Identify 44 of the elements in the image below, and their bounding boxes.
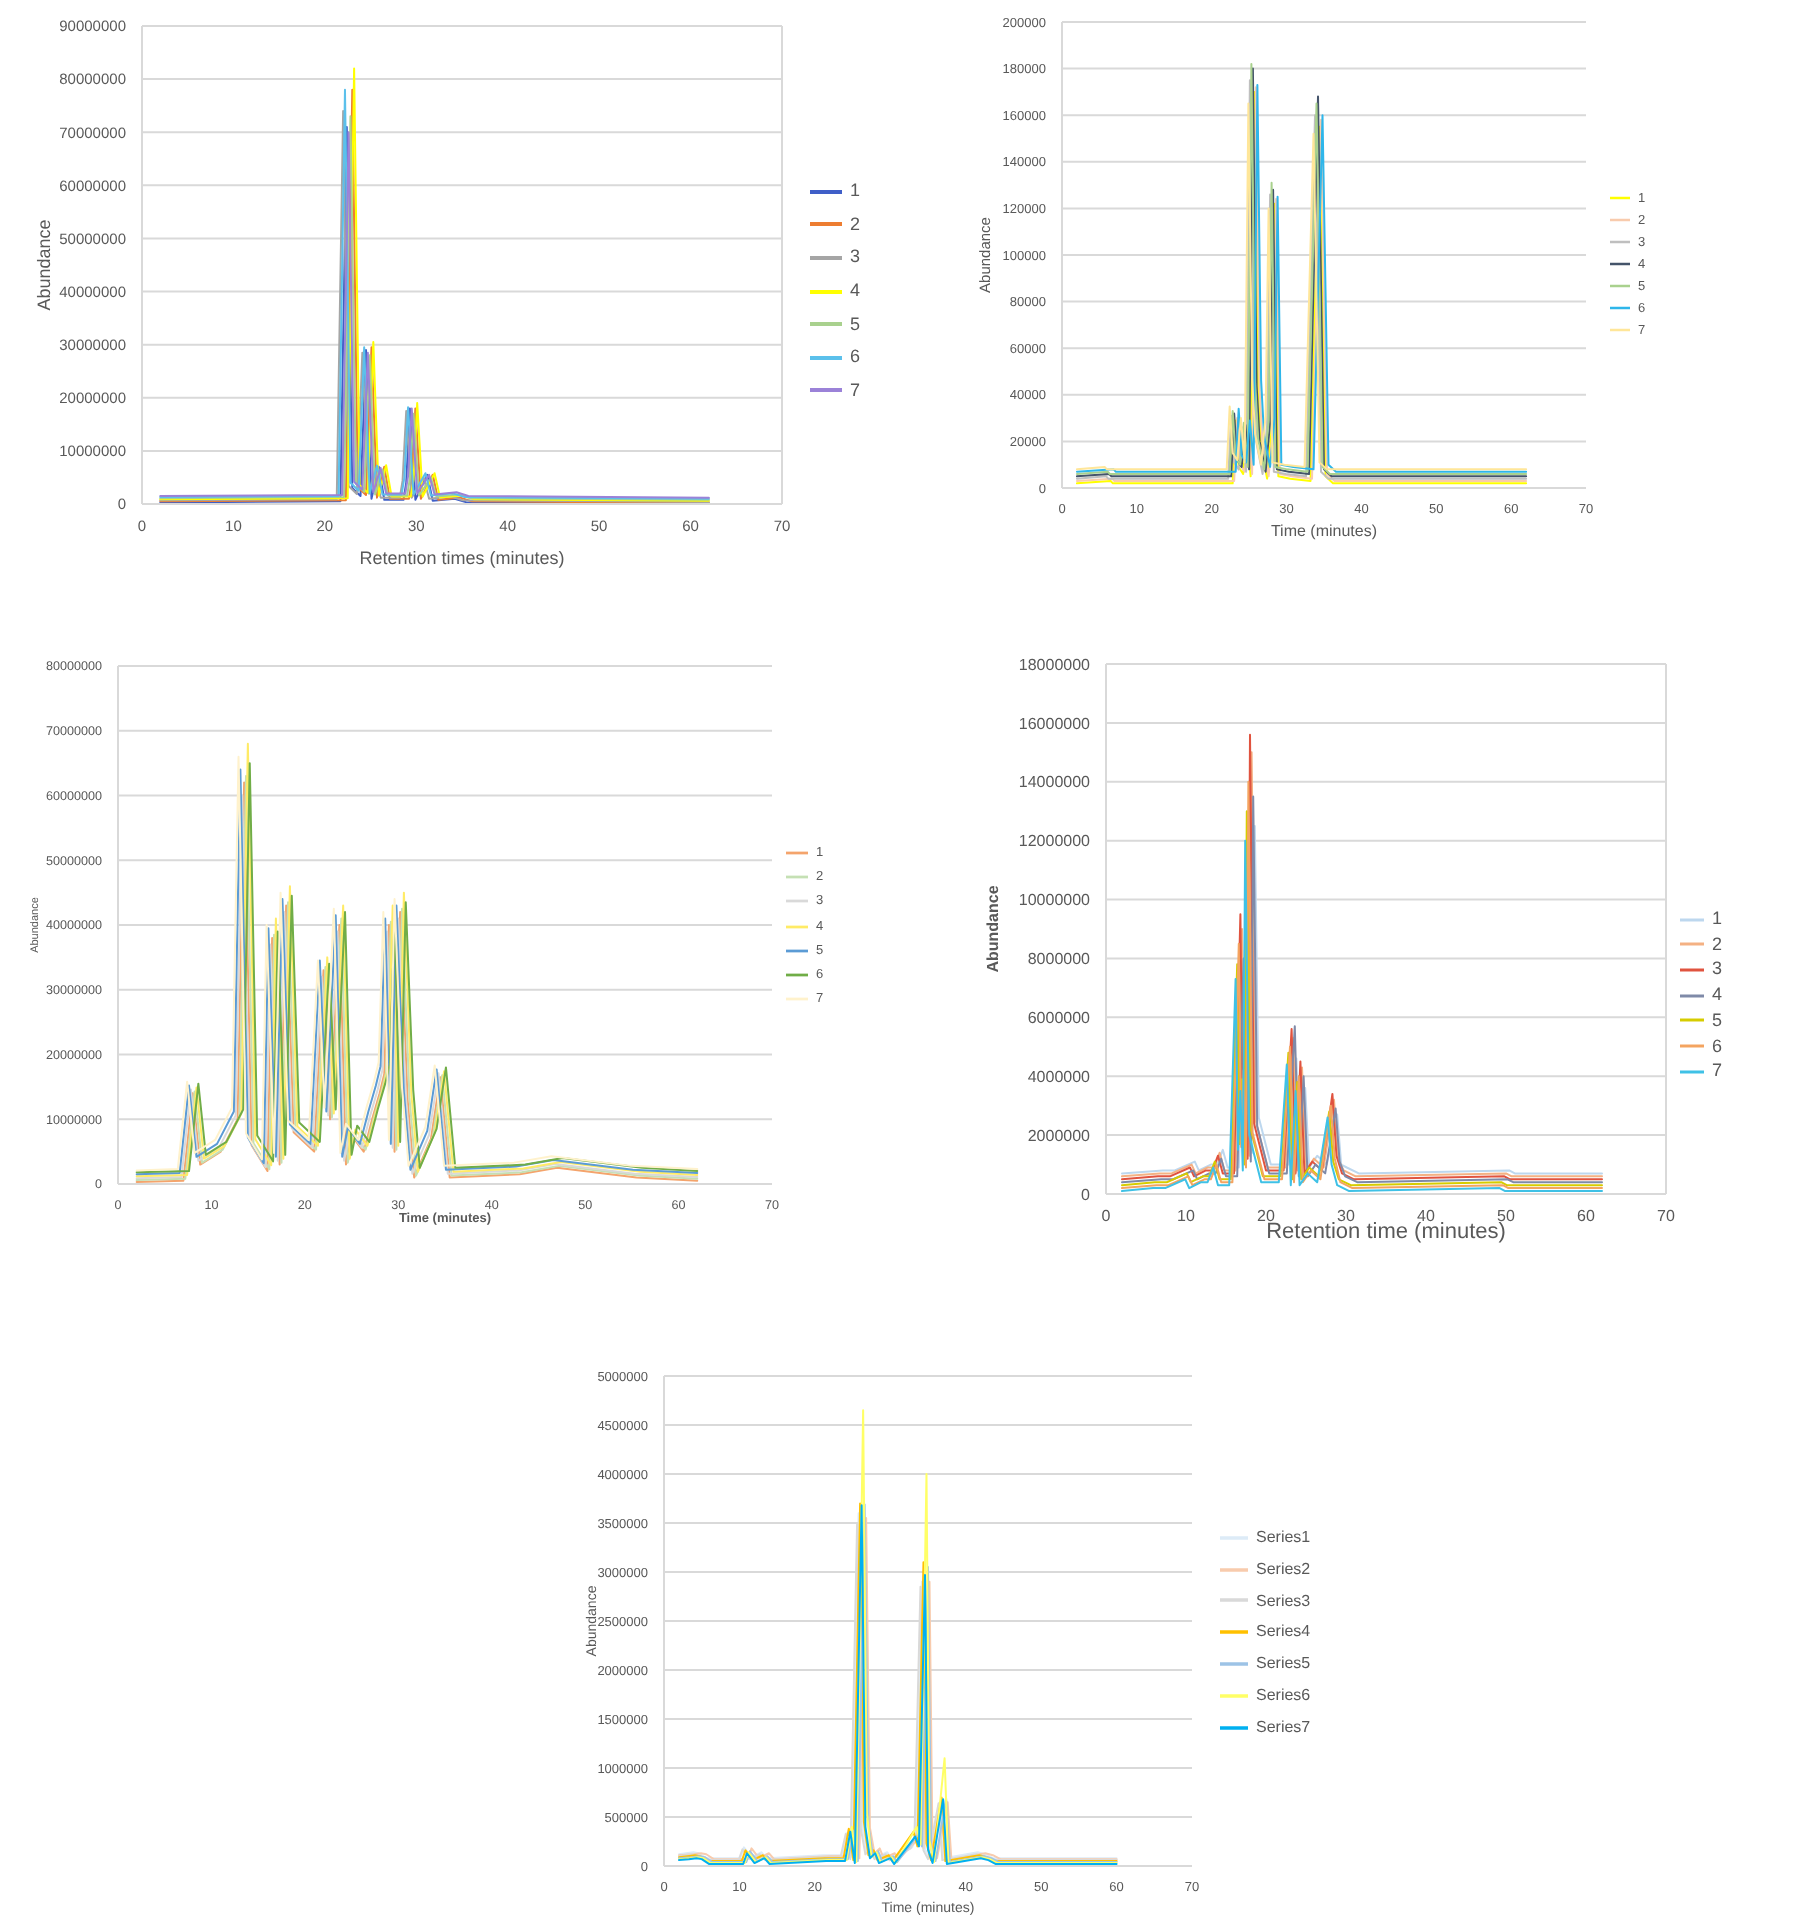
y-tick-label: 18000000 — [1018, 655, 1092, 674]
y-axis-title: Abundance — [34, 219, 54, 311]
legend-label: 5 — [1712, 1009, 1723, 1030]
legend-label: 2 — [1712, 933, 1723, 954]
legend-label: Series4 — [1256, 1622, 1311, 1641]
x-tick-label: 70 — [1657, 1207, 1676, 1226]
x-tick-label: 40 — [1417, 1207, 1436, 1226]
x-tick-label: 30 — [1337, 1207, 1356, 1226]
x-tick-label: 0 — [1101, 1207, 1112, 1226]
x-tick-label: 10 — [1177, 1207, 1196, 1226]
legend-label: Series1 — [1256, 1528, 1311, 1546]
y-tick-label: 2000000 — [1027, 1126, 1092, 1145]
legend-label: 5 — [850, 313, 861, 333]
legend-label: 1 — [850, 180, 861, 200]
legend-label: 4 — [850, 279, 861, 300]
legend-label: Series3 — [1256, 1591, 1311, 1610]
legend-label: 1 — [1712, 908, 1723, 928]
legend-label: 3 — [850, 246, 861, 267]
y-axis-title: Abundance — [983, 884, 1001, 973]
legend-label: Series5 — [1256, 1654, 1311, 1673]
legend-label: 6 — [1712, 1035, 1723, 1056]
legend-label: 4 — [1712, 984, 1723, 1005]
y-tick-label: 4000000 — [1027, 1067, 1092, 1086]
y-tick-label: 6000000 — [1027, 1009, 1092, 1028]
legend-label: 6 — [850, 346, 861, 367]
legend-label: 3 — [1712, 958, 1723, 979]
legend-label: Series6 — [1256, 1685, 1311, 1704]
y-tick-label: 14000000 — [1018, 773, 1092, 792]
legend-label: 7 — [1712, 1060, 1723, 1081]
y-tick-label: 10000000 — [1018, 891, 1092, 910]
legend-label: Series2 — [1256, 1559, 1311, 1578]
legend-label: 7 — [850, 379, 861, 400]
legend-label: Series7 — [1256, 1717, 1311, 1736]
x-axis-title: Retention time (minutes) — [1266, 1220, 1506, 1244]
x-axis-title: Time (minutes) — [1270, 521, 1378, 539]
x-axis-title: Retention times (minutes) — [359, 548, 565, 568]
x-tick-label: 20 — [1257, 1207, 1276, 1226]
line-series — [678, 1409, 1118, 1865]
y-tick-label: 8000000 — [1027, 950, 1092, 969]
legend-label: 2 — [850, 213, 861, 234]
x-tick-label: 50 — [1497, 1207, 1516, 1226]
y-tick-label: 12000000 — [1018, 832, 1092, 851]
y-tick-label: 16000000 — [1018, 714, 1092, 733]
x-tick-label: 60 — [1577, 1207, 1596, 1226]
